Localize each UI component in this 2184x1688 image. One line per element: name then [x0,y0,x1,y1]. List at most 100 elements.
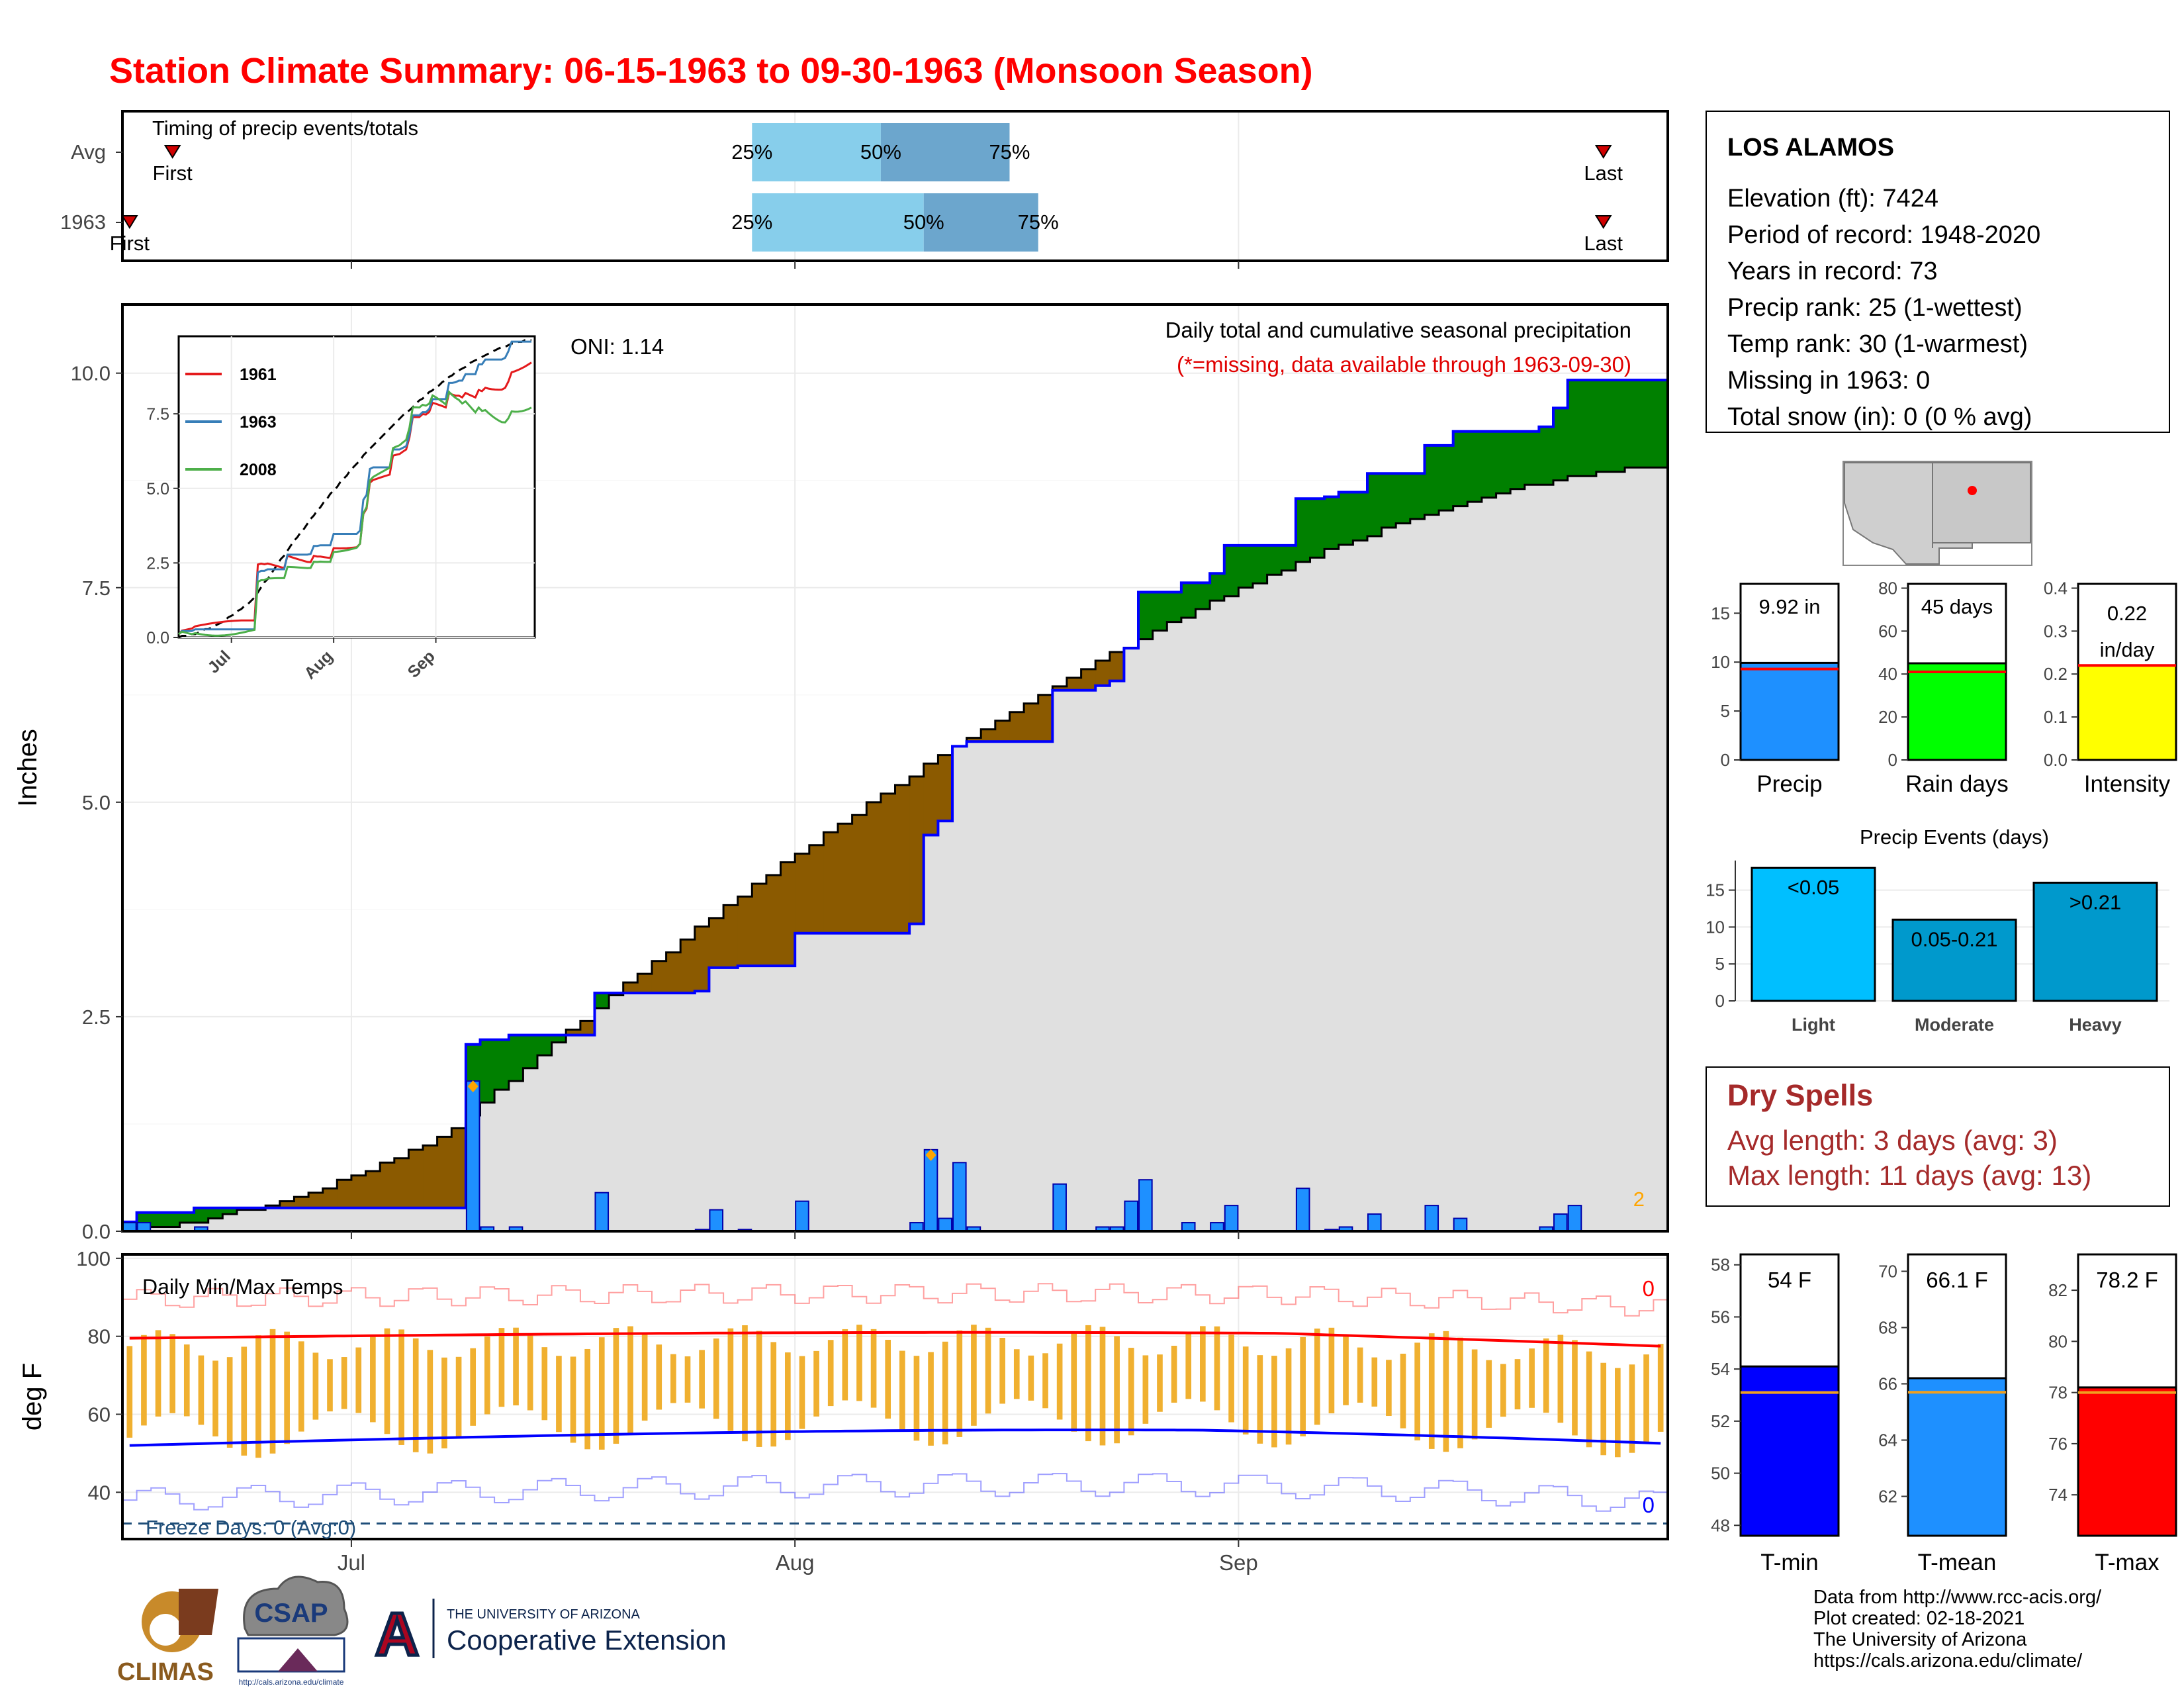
inset-ytick-label: 0.0 [146,629,169,647]
daily-temp-bar [1114,1336,1120,1444]
summary-axis-label-2: Intensity [2084,771,2171,797]
temp-bar-ytick-label: 68 [1878,1318,1897,1338]
temp-bottom-count: 0 [1643,1493,1655,1517]
station-name: LOS ALAMOS [1727,134,1894,162]
daily-temp-bar [1328,1327,1335,1414]
events-bar-label: <0.05 [1788,876,1839,899]
daily-temp-bar [541,1347,548,1421]
summary-ytick-label: 15 [1711,603,1730,623]
daily-temp-bar [1028,1355,1034,1401]
daily-precip-bar [465,1080,480,1233]
below-normal-fill [308,1192,324,1208]
daily-temp-bar [441,1357,447,1449]
daily-temp-bar [398,1329,404,1445]
inset-legend-label: 1963 [240,413,277,432]
daily-temp-bar [1586,1351,1592,1448]
daily-temp-bar [269,1329,276,1454]
inset-normal-line [178,339,531,639]
summary-ytick-label: 0.0 [2044,750,2068,770]
daily-temp-bar [1042,1353,1048,1409]
credit-line: https://cals.arizona.edu/climate/ [1813,1650,2083,1671]
normal-cumulative-line [122,466,1668,1233]
timing-1963-first-label: First [110,232,150,255]
below-normal-fill [365,1171,381,1208]
timing-avg-first-label: First [153,162,193,185]
above-normal-fill [1195,583,1210,610]
daily-temp-bar [327,1359,333,1412]
daily-temp-bar [1557,1335,1564,1423]
daily-temp-bar [598,1337,605,1450]
below-normal-fill [995,720,1011,742]
daily-temp-bar [627,1326,633,1434]
daily-temp-bar [1185,1334,1192,1399]
daily-temp-bar [1285,1348,1292,1445]
daily-temp-bar [870,1329,877,1408]
temp-bar-ytick-label: 50 [1711,1464,1730,1483]
daily-temp-bar [899,1350,905,1431]
cumulative-1963-line [122,379,1668,1223]
precip-ytick-label: 0.0 [82,1220,111,1243]
inset-ytick-label: 5.0 [146,480,169,498]
above-normal-fill [1353,492,1368,541]
timing-1963-q25-label: 25% [731,211,772,234]
daily-temp-bar [613,1328,619,1444]
events-ytick-label: 10 [1706,917,1725,937]
timing-1963-q50-label: 50% [903,211,944,234]
daily-temp-bar [570,1356,576,1443]
below-normal-fill [1009,712,1024,742]
timing-avg-q75-label: 75% [989,140,1030,164]
timing-avg-first-marker [163,145,181,159]
daily-temp-bar [241,1346,248,1456]
below-normal-fill [451,1128,467,1208]
below-normal-fill [322,1188,338,1208]
daily-temp-bar [1071,1332,1077,1432]
temp-value-bar-2 [2077,1386,2177,1537]
above-normal-fill [1381,473,1396,528]
below-normal-fill [1038,694,1053,742]
daily-temp-bar [842,1329,848,1401]
below-normal-fill [809,845,824,933]
above-normal-fill [208,1207,223,1219]
temp-ytick-label: 40 [88,1481,111,1504]
above-normal-fill [1253,545,1268,584]
timing-avg-q50-q75-bar [880,123,1010,181]
csap-logo-text: CSAP [254,1599,328,1628]
above-normal-fill [1281,545,1297,571]
daily-temp-bar [226,1357,233,1448]
events-category-label: Heavy [2069,1015,2122,1035]
temp-bar-ytick-label: 58 [1711,1255,1730,1275]
daily-temp-bar [341,1357,347,1409]
daily-temp-bar [155,1330,161,1417]
below-normal-fill [408,1149,424,1208]
daily-temp-bar [799,1356,805,1429]
dry-spells-max: Max length: 11 days (avg: 13) [1727,1160,2091,1191]
above-normal-fill [523,1035,538,1068]
below-normal-fill [680,939,696,994]
csap-logo: CSAP http://cals.arizona.edu/climate [237,1575,349,1687]
above-normal-fill [1310,498,1325,558]
above-normal-fill [537,1035,553,1056]
precip-ytick-label: 5.0 [82,791,111,814]
timing-row-1963: 1963 [60,211,106,234]
events-bar-label: 0.05-0.21 [1911,927,1998,951]
summary-ytick-label: 0.1 [2044,707,2068,727]
above-normal-fill [1496,431,1511,494]
summary-value-unit-2: in/day [2100,638,2155,661]
timing-1963-last-label: Last [1584,232,1623,255]
daily-temp-bar [999,1337,1005,1404]
station-info-line: Temp rank: 30 (1-warmest) [1727,330,2028,358]
above-normal-fill [1424,445,1439,515]
event-marker [467,1080,478,1093]
summary-ytick-label: 0 [1721,750,1730,770]
above-normal-fill [1453,431,1468,506]
daily-precip-bar [952,1162,967,1232]
daily-temp-bar [1600,1362,1607,1456]
daily-precip-bar [923,1149,938,1232]
below-normal-fill [966,737,981,742]
below-normal-fill [380,1162,395,1208]
daily-temp-bar [284,1331,290,1444]
daily-temp-bar [412,1338,419,1452]
below-normal-fill [737,896,752,966]
timing-1963-first-marker [121,215,138,229]
summary-value-label-1: 45 days [1921,595,1993,618]
